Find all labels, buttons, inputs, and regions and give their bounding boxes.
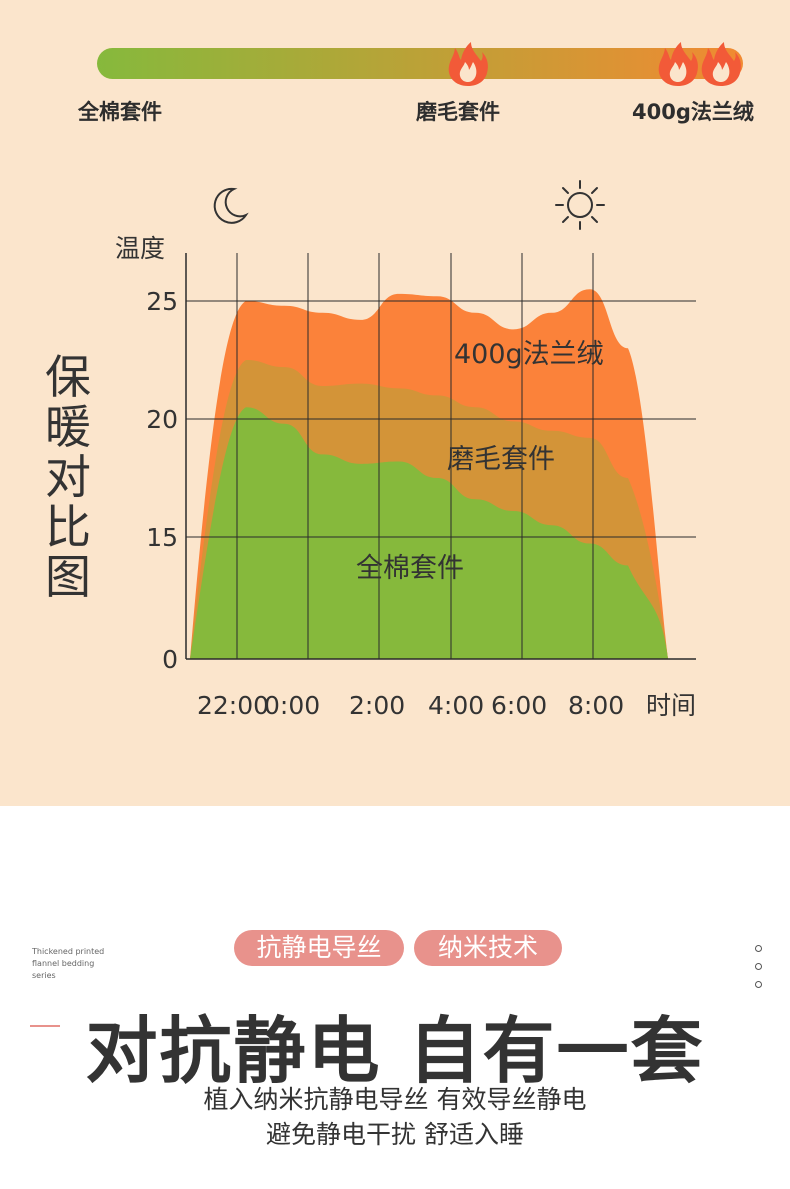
decorative-dots (755, 945, 765, 999)
subtitle-line-2: 避免静电干扰 舒适入睡 (266, 1120, 524, 1149)
warmth-scale (97, 42, 743, 86)
x-axis-label: 时间 (646, 691, 696, 720)
area-series-2 (190, 407, 668, 659)
tag-antistatic: 抗静电导丝 (234, 930, 404, 966)
warmth-chart: 25 20 15 0 22:000:00 2:00 4:00 6:00 8:00 400g法兰绒磨… (115, 180, 696, 720)
x-tick-label: 2:00 (349, 691, 405, 720)
flame-icon (448, 42, 488, 86)
y-tick-label: 15 (146, 523, 178, 552)
x-tick-label: 4:00 (428, 691, 484, 720)
y-tick-label: 20 (146, 405, 178, 434)
series-label-0: 400g法兰绒 (454, 339, 604, 370)
scale-label-flannel: 400g法兰绒 (632, 100, 754, 124)
english-note: Thickened printed flannel bedding series (32, 946, 104, 982)
subtitle-line-1: 植入纳米抗静电导丝 有效导丝静电 (203, 1085, 587, 1114)
english-note-line: flannel bedding (32, 959, 95, 968)
series-label-2: 全棉套件 (356, 553, 464, 584)
y-tick-label: 0 (162, 645, 178, 674)
double-flame-icon (658, 42, 741, 86)
english-note-line: Thickened printed (32, 947, 105, 956)
moon-icon (213, 187, 249, 224)
english-note-line: series (32, 971, 56, 980)
x-tick-label: 22:00 (197, 691, 269, 720)
headline: 对抗静电 自有一套 (85, 1009, 705, 1093)
scale-label-cotton: 全棉套件 (78, 100, 162, 124)
series-label-1: 磨毛套件 (447, 444, 555, 475)
side-title-char: 图 (45, 550, 91, 604)
accent-dash (30, 1025, 60, 1027)
tag-nano: 纳米技术 (414, 930, 562, 966)
side-title-char: 保 (45, 350, 91, 404)
scale-label-brushed: 磨毛套件 (416, 100, 500, 124)
side-title-char: 比 (45, 500, 91, 554)
x-tick-label: 0:00 (264, 691, 320, 720)
x-tick-label: 8:00 (568, 691, 624, 720)
side-title-char: 暖 (45, 400, 91, 454)
y-axis-label: 温度 (115, 234, 165, 263)
side-title-char: 对 (45, 450, 91, 504)
y-tick-label: 25 (146, 287, 178, 316)
side-title: 保 暖 对 比 图 (42, 352, 94, 602)
sun-icon (555, 180, 605, 230)
warmth-gradient-bar (97, 48, 743, 79)
x-tick-label: 6:00 (491, 691, 547, 720)
